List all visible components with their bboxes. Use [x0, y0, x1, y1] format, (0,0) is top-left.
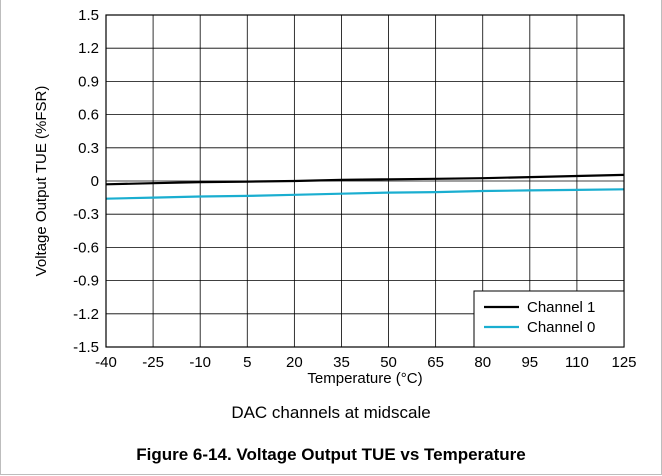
- plot-border: [105, 14, 625, 348]
- x-tick-label: 35: [333, 354, 350, 371]
- y-tick-label: 0.3: [78, 140, 99, 157]
- y-tick-label: 1.2: [78, 40, 99, 57]
- series-line-channel-0: [105, 188, 625, 200]
- x-tick-label: 110: [565, 354, 589, 371]
- y-tick-label: 0: [91, 173, 99, 190]
- chart-legend: Channel 1 Channel 0: [473, 290, 625, 348]
- y-tick-label: 1.5: [78, 7, 99, 24]
- y-tick-label: -0.9: [73, 273, 99, 290]
- x-tick-label: 5: [243, 354, 251, 371]
- x-tick-label: -25: [142, 354, 164, 371]
- x-tick-label: 50: [380, 354, 397, 371]
- chart-subtitle: DAC channels at midscale: [231, 403, 431, 422]
- series-line-channel-1: [105, 173, 625, 186]
- legend-label: Channel 1: [527, 299, 595, 316]
- x-tick-label: 20: [286, 354, 303, 371]
- legend-box: [473, 290, 625, 348]
- x-tick-label: 95: [521, 354, 538, 371]
- x-tick-labels: -40 -25 -10 5 20 35 50 65 80 95 110 125: [95, 354, 636, 371]
- x-tick-label: 65: [427, 354, 444, 371]
- y-tick-label: 0.9: [78, 73, 99, 90]
- x-tick-label: -40: [95, 354, 117, 371]
- figure-caption: Figure 6-14. Voltage Output TUE vs Tempe…: [136, 445, 526, 464]
- legend-label: Channel 0: [527, 319, 595, 336]
- x-tick-label: 125: [611, 354, 636, 371]
- tue-vs-temperature-chart: 1.5 1.2 0.9 0.6 0.3 0 -0.3 -0.6 -0.9 -1.2 -1.5 -40…: [33, 7, 637, 387]
- y-tick-label: 0.6: [78, 107, 99, 124]
- y-tick-label: -1.5: [73, 339, 99, 356]
- y-tick-label: -0.6: [73, 239, 99, 256]
- y-tick-labels: 1.5 1.2 0.9 0.6 0.3 0 -0.3 -0.6 -0.9 -1.2 -1.5: [73, 7, 99, 356]
- x-tick-label: 80: [474, 354, 491, 371]
- y-tick-label: -0.3: [73, 206, 99, 223]
- x-axis-label: Temperature (°C): [307, 370, 422, 387]
- x-tick-label: -10: [189, 354, 211, 371]
- y-axis-label: Voltage Output TUE (%FSR): [33, 86, 50, 277]
- y-tick-label: -1.2: [73, 306, 99, 323]
- chart-series: [105, 173, 625, 200]
